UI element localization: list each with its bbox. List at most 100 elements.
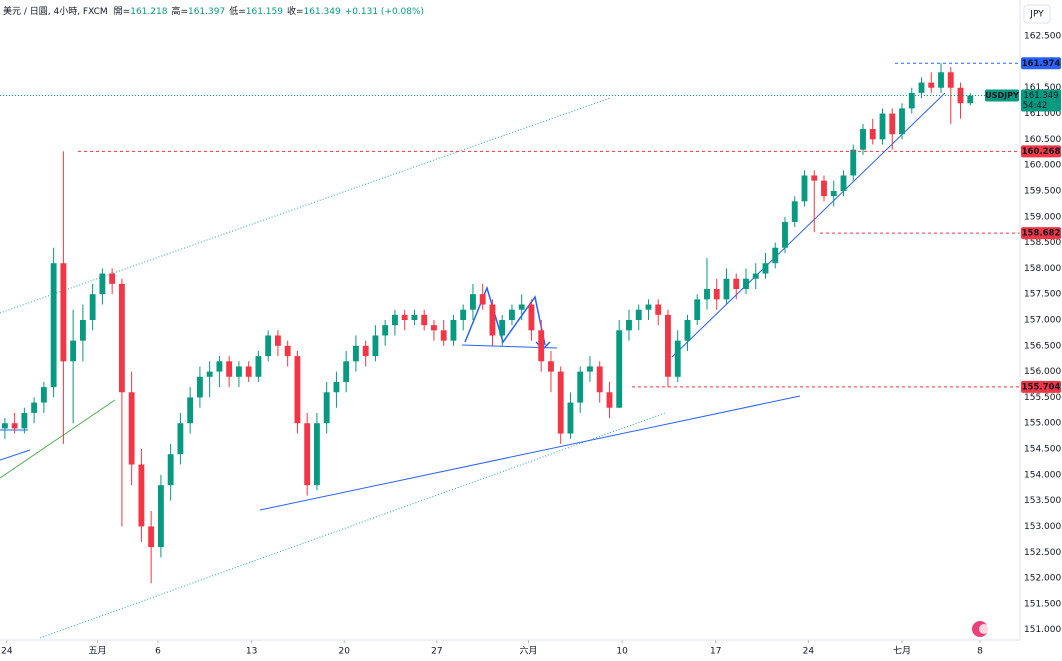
candle-body: [89, 294, 96, 320]
price-lines: [0, 62, 1020, 388]
y-tick-label: 162.500: [1024, 32, 1061, 42]
trend-line: [0, 399, 116, 479]
candle-body: [109, 273, 116, 284]
candle-body: [548, 361, 554, 372]
x-tick-label: 六月: [520, 645, 538, 657]
change: +0.131 (+0.08%): [345, 7, 424, 17]
candle-body: [509, 309, 515, 320]
candle-body: [353, 345, 359, 362]
candle-body: [362, 345, 369, 357]
price-tag: [1021, 380, 1061, 393]
candle-body: [489, 304, 496, 336]
candle-body: [60, 263, 67, 362]
candle-body: [655, 304, 662, 315]
candle-body: [284, 345, 291, 357]
candle-body: [938, 72, 944, 88]
y-tick-label: 153.000: [1024, 522, 1061, 532]
candle-body: [401, 314, 408, 320]
candle-body: [177, 423, 184, 455]
price-tag: [1021, 145, 1061, 158]
candle-body: [265, 335, 272, 357]
candle-body: [499, 320, 506, 336]
x-tick-label: 13: [246, 647, 257, 657]
y-tick-label: 157.000: [1024, 316, 1061, 326]
candle-body: [440, 330, 447, 341]
candle-body: [460, 309, 467, 320]
candle-body: [645, 304, 652, 310]
y-tick-label: 156.000: [1024, 367, 1061, 377]
currency-button[interactable]: [1023, 4, 1051, 24]
candle-body: [479, 294, 486, 305]
y-tick-label: 155.500: [1024, 393, 1061, 403]
candle-body: [850, 149, 857, 176]
candle-body: [908, 92, 915, 109]
axis: 151.000 151.500 152.000 152.500 153.000 153.5…: [1, 32, 1061, 657]
candle-body: [899, 108, 905, 135]
candle-body: [118, 283, 125, 393]
y-tick-label: 160.500: [1024, 135, 1061, 145]
header: 美元 / 日圓, 4小時, FXCM 開=161.218 高=161.397 低=16…: [3, 5, 424, 17]
candle-body: [879, 113, 886, 140]
candle-body: [518, 304, 525, 310]
trend-line: [259, 395, 801, 511]
currency-label[interactable]: JPY: [1029, 10, 1044, 20]
candle-body: [79, 320, 86, 341]
y-tick-label: 154.500: [1024, 445, 1061, 455]
symbol-tag: [985, 89, 1019, 102]
ohlc-name: 收=: [287, 5, 304, 17]
logo: [972, 621, 989, 637]
candle-body: [31, 402, 38, 413]
price-tag-label: 160.268: [1022, 147, 1061, 157]
y-tick-label: 152.500: [1024, 548, 1061, 558]
candle-body: [431, 325, 437, 331]
candle-body: [587, 366, 593, 372]
candle-body: [860, 129, 866, 150]
candle-body: [392, 314, 398, 326]
candle-body: [382, 325, 389, 336]
candle-body: [343, 361, 350, 382]
price-tag: [1021, 57, 1061, 70]
candle-body: [196, 376, 203, 398]
candle-body: [567, 402, 574, 434]
candle-body: [616, 330, 623, 408]
countdown-label: 54:42: [1023, 101, 1048, 111]
ohlc-name: 低=: [229, 5, 246, 17]
candle-body: [372, 335, 379, 357]
candle-body: [226, 361, 233, 377]
candle-body: [99, 273, 106, 295]
price-tag-label: 155.704: [1022, 382, 1061, 392]
candle-body: [869, 129, 876, 140]
candle-body: [723, 278, 730, 300]
x-tick-label: 24: [803, 647, 815, 657]
candle-body: [138, 464, 145, 527]
candle-body: [235, 366, 242, 377]
y-tick-label: 159.500: [1024, 186, 1061, 196]
candle-body: [450, 320, 457, 341]
candle-body: [245, 366, 252, 377]
y-tick-label: 158.000: [1024, 264, 1061, 274]
candle-body: [187, 397, 194, 424]
candle-body: [11, 423, 18, 429]
y-tick-label: 157.500: [1024, 290, 1061, 300]
candle-body: [684, 320, 691, 341]
y-tick-label: 159.000: [1024, 212, 1061, 222]
candle-body: [889, 113, 896, 135]
candle-body: [157, 485, 164, 548]
x-tick-label: 七月: [893, 646, 911, 657]
x-tick-label: 27: [431, 647, 442, 657]
candle-body: [928, 82, 935, 88]
y-tick-label: 151.000: [1024, 625, 1061, 635]
candle-body: [947, 72, 954, 88]
candle-body: [128, 392, 135, 465]
candle-body: [811, 175, 818, 181]
candle-body: [21, 412, 28, 429]
y-tick-label: 152.000: [1024, 574, 1061, 584]
y-tick-label: 156.500: [1024, 341, 1061, 351]
candle-body: [821, 180, 827, 197]
x-tick-label: 8: [977, 647, 983, 657]
y-tick-label: 161.500: [1024, 83, 1061, 93]
candle-body: [167, 454, 174, 486]
candle-body: [577, 371, 584, 403]
candle-body: [255, 356, 262, 377]
